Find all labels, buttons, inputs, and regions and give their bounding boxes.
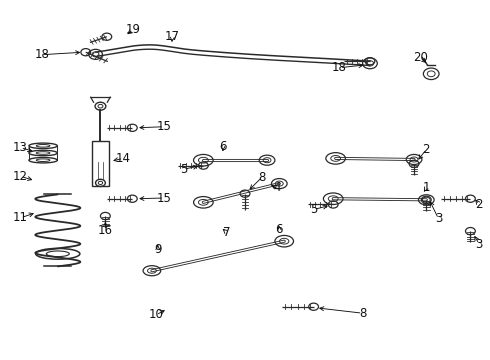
Text: 17: 17 bbox=[165, 30, 180, 43]
Text: 11: 11 bbox=[13, 211, 28, 224]
Text: 6: 6 bbox=[219, 140, 227, 153]
Text: 19: 19 bbox=[126, 23, 141, 36]
Text: 18: 18 bbox=[34, 48, 49, 61]
Text: 3: 3 bbox=[435, 212, 442, 225]
Text: 18: 18 bbox=[332, 61, 347, 74]
Text: 10: 10 bbox=[148, 309, 163, 321]
Text: 20: 20 bbox=[413, 51, 428, 64]
Text: 1: 1 bbox=[422, 181, 430, 194]
Text: 2: 2 bbox=[422, 143, 430, 156]
Text: 13: 13 bbox=[13, 141, 28, 154]
Text: 6: 6 bbox=[275, 223, 283, 236]
Text: 9: 9 bbox=[154, 243, 162, 256]
Text: 5: 5 bbox=[310, 203, 318, 216]
Text: 12: 12 bbox=[13, 170, 28, 183]
Text: 5: 5 bbox=[180, 163, 188, 176]
Text: 15: 15 bbox=[157, 120, 172, 133]
Text: 16: 16 bbox=[98, 224, 113, 237]
Text: 3: 3 bbox=[475, 238, 483, 251]
Text: 14: 14 bbox=[116, 152, 131, 165]
Text: 15: 15 bbox=[157, 192, 172, 204]
Text: 8: 8 bbox=[359, 307, 367, 320]
Text: 8: 8 bbox=[258, 171, 266, 184]
Text: 4: 4 bbox=[273, 181, 281, 194]
Bar bbox=[92, 141, 109, 186]
Text: 7: 7 bbox=[222, 226, 230, 239]
Text: 2: 2 bbox=[475, 198, 483, 211]
